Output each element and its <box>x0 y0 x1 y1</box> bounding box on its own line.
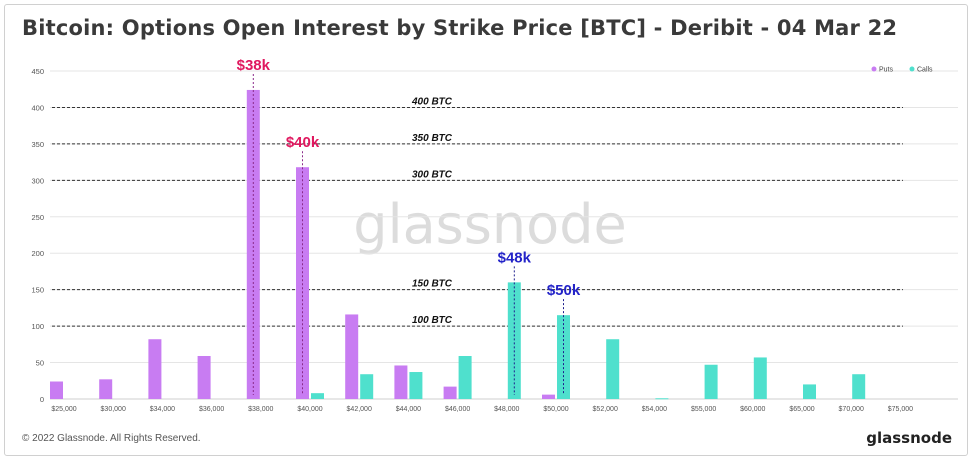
legend-label: Puts <box>879 67 894 74</box>
x-tick-label: $60,000 <box>740 406 765 413</box>
x-tick-label: $40,000 <box>297 406 322 413</box>
x-tick-label: $70,000 <box>839 406 864 413</box>
x-tick-label: $46,000 <box>445 406 470 413</box>
bar-puts <box>99 379 113 399</box>
bar-puts <box>443 386 457 399</box>
x-tick-label: $44,000 <box>396 406 421 413</box>
reference-line-label: 100 BTC <box>412 315 453 326</box>
bar-puts <box>148 339 162 399</box>
annotation-label: $38k <box>237 57 271 74</box>
bar-calls <box>606 339 620 399</box>
y-tick-label: 250 <box>31 213 44 222</box>
x-tick-label: $52,000 <box>593 406 618 413</box>
bar-puts <box>246 89 260 399</box>
y-tick-label: 300 <box>31 176 44 185</box>
reference-line-label: 150 BTC <box>412 279 453 290</box>
brand-logo: glassnode <box>866 429 952 447</box>
bar-puts <box>394 365 408 399</box>
reference-line-label: 350 BTC <box>412 133 453 144</box>
y-tick-label: 0 <box>40 395 44 404</box>
annotation-label: $48k <box>498 249 532 266</box>
bar-puts <box>296 167 309 399</box>
x-tick-label: $25,000 <box>51 406 76 413</box>
bar-puts <box>542 394 555 399</box>
bar-calls <box>655 398 669 400</box>
x-tick-label: $50,000 <box>543 406 568 413</box>
x-tick-label: $30,000 <box>101 406 126 413</box>
bar-calls <box>409 372 423 399</box>
legend-swatch <box>871 66 877 72</box>
x-tick-label: $48,000 <box>494 406 519 413</box>
x-tick-label: $42,000 <box>347 406 372 413</box>
x-tick-label: $54,000 <box>642 406 667 413</box>
y-tick-label: 350 <box>31 140 44 149</box>
x-tick-label: $38,000 <box>248 406 273 413</box>
y-tick-label: 450 <box>31 67 44 76</box>
copyright-text: © 2022 Glassnode. All Rights Reserved. <box>22 433 201 444</box>
bar-calls <box>753 357 767 399</box>
legend-label: Calls <box>917 67 933 74</box>
reference-line-label: 400 BTC <box>411 96 453 107</box>
reference-line-label: 300 BTC <box>412 169 453 180</box>
x-tick-label: $75,000 <box>888 406 913 413</box>
y-tick-label: 150 <box>31 286 44 295</box>
legend-swatch <box>909 66 915 72</box>
annotation-label: $50k <box>547 282 581 299</box>
y-tick-label: 200 <box>31 249 44 258</box>
bar-calls <box>360 374 374 399</box>
y-tick-label: 50 <box>36 359 44 368</box>
x-tick-label: $36,000 <box>199 406 224 413</box>
x-tick-label: $65,000 <box>789 406 814 413</box>
bar-puts <box>345 314 359 399</box>
bar-puts <box>197 355 211 399</box>
bar-calls <box>852 374 866 399</box>
bar-puts <box>50 381 63 399</box>
y-tick-label: 100 <box>31 322 44 331</box>
annotation-label: $40k <box>286 134 320 151</box>
bar-calls <box>311 393 324 399</box>
watermark: glassnode <box>353 193 626 256</box>
chart-title: Bitcoin: Options Open Interest by Strike… <box>22 16 898 40</box>
bar-calls <box>803 384 816 399</box>
bar-calls <box>507 282 521 399</box>
x-tick-label: $34,000 <box>150 406 175 413</box>
y-tick-label: 400 <box>31 103 44 112</box>
x-tick-label: $55,000 <box>691 406 716 413</box>
chart-frame <box>4 4 968 456</box>
bar-calls <box>704 364 718 399</box>
bar-calls <box>458 355 472 399</box>
